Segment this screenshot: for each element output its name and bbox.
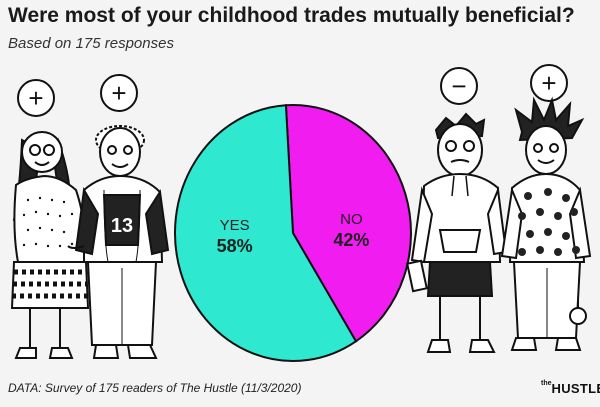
pie-label-yes: YES bbox=[220, 217, 250, 234]
pie-chart: YES 58% NO 42% bbox=[174, 104, 412, 362]
pie-label-no: NO bbox=[340, 211, 363, 228]
worried-boy-figure bbox=[406, 112, 508, 353]
pie-slice-no bbox=[284, 104, 412, 343]
svg-text:+: + bbox=[111, 78, 126, 108]
pie-value-yes: 58% bbox=[217, 236, 253, 256]
girl-figure bbox=[10, 131, 90, 359]
svg-text:+: + bbox=[541, 68, 556, 98]
pie-value-no: 42% bbox=[333, 230, 369, 250]
right-kids-illustration: − + bbox=[406, 64, 592, 353]
plus-badge-icon: + bbox=[100, 74, 138, 112]
spiky-hair-kid-figure bbox=[500, 96, 592, 351]
svg-text:−: − bbox=[451, 71, 466, 101]
plus-badge-icon: + bbox=[530, 64, 568, 102]
svg-text:+: + bbox=[28, 83, 43, 113]
left-kids-illustration: + + bbox=[10, 74, 170, 359]
hustle-logo: theHUSTLE bbox=[541, 380, 600, 396]
plus-badge-icon: + bbox=[17, 79, 55, 117]
chart-title: Were most of your childhood trades mutua… bbox=[8, 4, 575, 27]
pie-slice-yes bbox=[174, 104, 358, 362]
boy-jersey-figure: 13 bbox=[67, 125, 170, 359]
chart-subtitle: Based on 175 responses bbox=[8, 35, 174, 52]
minus-badge-icon: − bbox=[440, 67, 478, 105]
svg-text:13: 13 bbox=[111, 215, 133, 237]
data-source-footer: DATA: Survey of 175 readers of The Hustl… bbox=[8, 381, 302, 395]
